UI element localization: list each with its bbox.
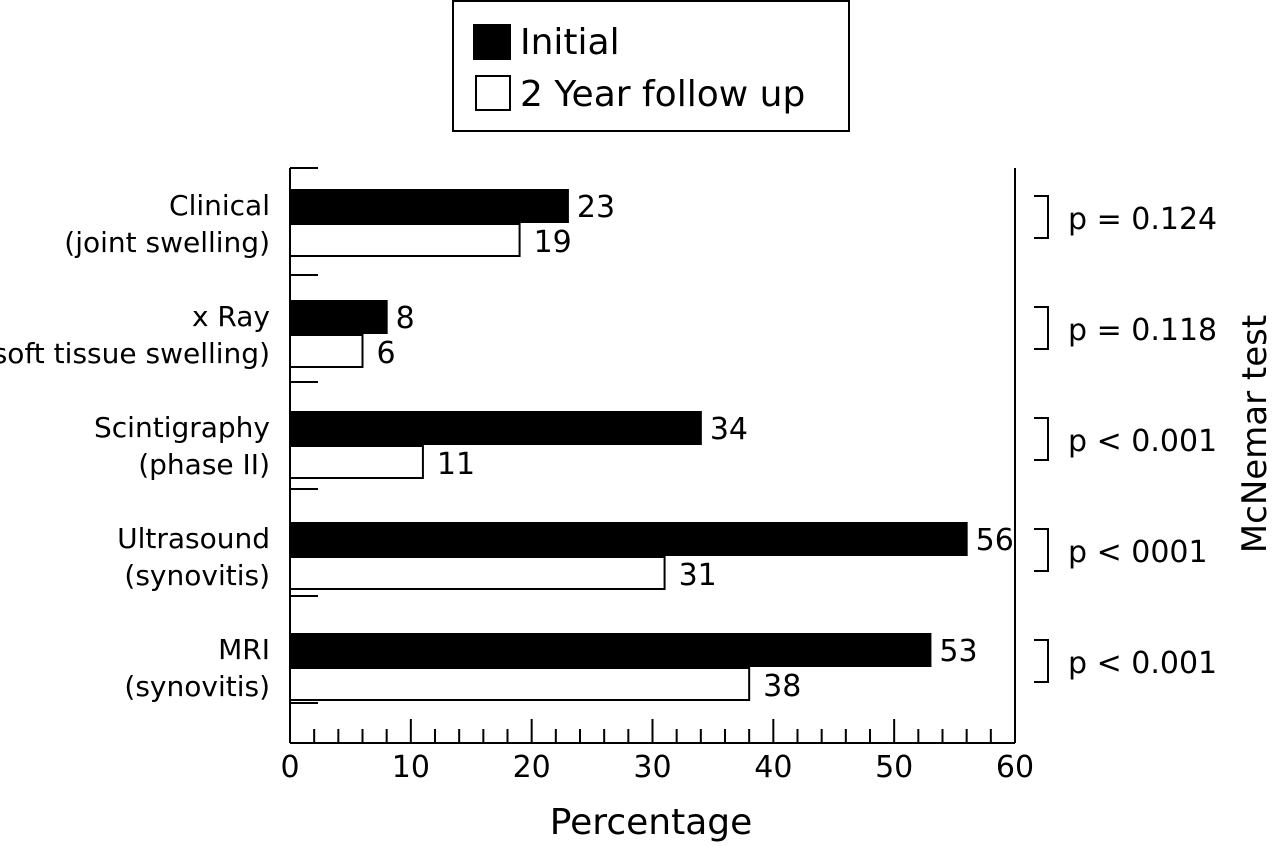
- bar-followup: [289, 334, 364, 368]
- category-label-line2: (soft tissue swelling): [0, 337, 270, 370]
- bracket: [1034, 528, 1049, 572]
- value-label-initial: 53: [939, 634, 977, 669]
- p-value-label: p < 0.001: [1068, 646, 1217, 681]
- bracket: [1034, 417, 1049, 461]
- x-tick-label: 10: [392, 750, 430, 785]
- p-value-label: p < 0001: [1068, 535, 1208, 570]
- p-value-label: p = 0.118: [1068, 313, 1217, 348]
- x-tick-label: 20: [513, 750, 551, 785]
- x-axis-title: Percentage: [550, 802, 753, 843]
- legend: Initial 2 Year follow up: [452, 0, 850, 132]
- bar-initial: [289, 522, 968, 556]
- legend-swatch-initial: [473, 24, 511, 60]
- value-label-initial: 56: [976, 523, 1014, 558]
- category-label-line1: Ultrasound: [117, 522, 270, 555]
- legend-box: [452, 0, 850, 132]
- category-label-line1: MRI: [218, 633, 270, 666]
- value-label-followup: 19: [534, 225, 572, 260]
- category-label-line2: (synovitis): [124, 559, 270, 592]
- bar-initial: [289, 411, 702, 445]
- category-label-line2: (joint swelling): [64, 226, 270, 259]
- value-label-followup: 11: [437, 447, 475, 482]
- x-tick-label: 50: [875, 750, 913, 785]
- x-tick-label: 0: [280, 750, 299, 785]
- x-tick-label: 30: [633, 750, 671, 785]
- value-label-initial: 23: [577, 190, 615, 225]
- x-tick-label: 40: [754, 750, 792, 785]
- legend-label-followup: 2 Year follow up: [520, 74, 805, 115]
- bar-followup: [289, 445, 424, 479]
- bar-initial: [289, 300, 388, 334]
- bars: [289, 189, 968, 701]
- legend-label-initial: Initial: [520, 22, 620, 63]
- p-value-label: p = 0.124: [1068, 202, 1217, 237]
- legend-swatch-followup: [475, 75, 511, 111]
- category-label-line2: (synovitis): [124, 670, 270, 703]
- value-label-followup: 38: [763, 669, 801, 704]
- bar-initial: [289, 189, 569, 223]
- bar-initial: [289, 633, 932, 667]
- bar-followup: [289, 556, 666, 590]
- side-label: McNemar test: [1235, 315, 1275, 553]
- x-tick-label: 60: [996, 750, 1034, 785]
- category-label-line1: Scintigraphy: [94, 411, 270, 444]
- p-value-label: p < 0.001: [1068, 424, 1217, 459]
- bar-followup: [289, 223, 521, 257]
- bracket: [1034, 306, 1049, 350]
- category-label-line2: (phase II): [138, 448, 270, 481]
- value-label-initial: 34: [710, 412, 748, 447]
- stats: p = 0.124 p = 0.118 p < 0.001 p < 0001 p < 0…: [1034, 195, 1217, 683]
- bracket: [1034, 195, 1049, 239]
- bar-followup: [289, 667, 751, 701]
- category-label-line1: x Ray: [192, 300, 270, 333]
- value-label-followup: 31: [679, 558, 717, 593]
- bracket: [1034, 639, 1049, 683]
- value-label-initial: 8: [396, 301, 415, 336]
- category-label-line1: Clinical: [169, 189, 270, 222]
- value-label-followup: 6: [377, 336, 396, 371]
